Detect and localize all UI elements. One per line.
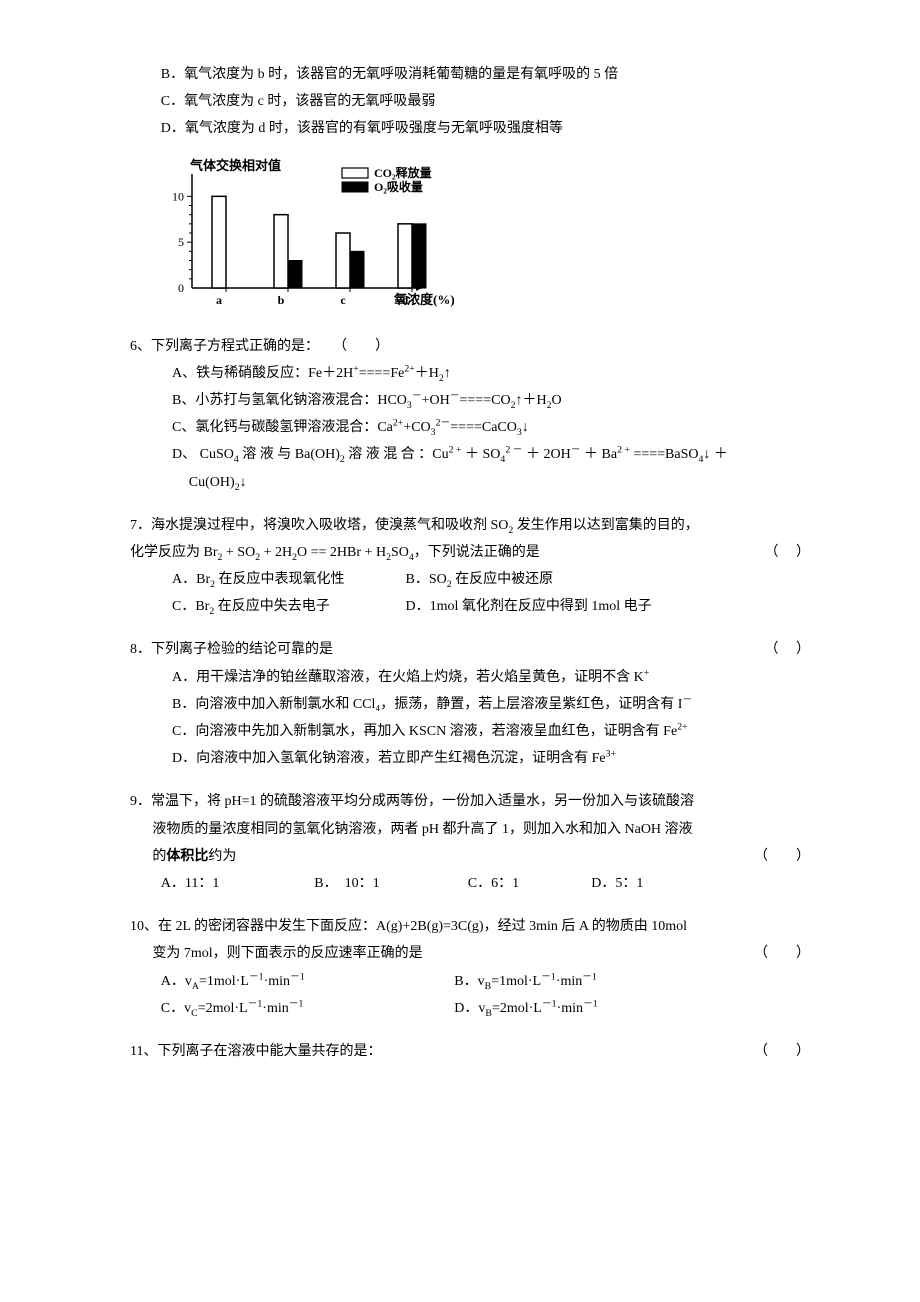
q6-option-a: A、铁与稀硝酸反应：Fe＋2H+====Fe2+＋H2↑ <box>130 361 810 386</box>
q10-options-row1: A．vA=1mol·L－1·min－1 B．vB=1mol·L－1·min－1 <box>130 969 810 994</box>
q11-paren: （ ） <box>754 1039 810 1064</box>
svg-text:5: 5 <box>178 235 184 249</box>
q10-line2: 变为 7mol，则下面表示的反应速率正确的是 （ ） <box>130 941 810 966</box>
q7-stem-line2: 化学反应为 Br2 + SO2 + 2H2O == 2HBr + H2SO4，下… <box>130 540 810 565</box>
svg-text:氧浓度(%): 氧浓度(%) <box>393 292 454 307</box>
q9-line3: 的体积比约为 （ ） <box>130 844 810 869</box>
q8-paren: （ ） <box>765 637 811 662</box>
q6-option-d-line2: Cu(OH)2↓ <box>130 470 810 495</box>
svg-text:10: 10 <box>172 189 184 203</box>
q7-options-row2: C．Br2 在反应中失去电子 D．1mol 氧化剂在反应中得到 1mol 电子 <box>130 594 810 619</box>
q9-line1: 9．常温下，将 pH=1 的硫酸溶液平均分成两等份，一份加入适量水，另一份加入与… <box>130 789 810 814</box>
q10-line1: 10、在 2L 的密闭容器中发生下面反应：A(g)+2B(g)=3C(g)，经过… <box>130 914 810 939</box>
svg-text:c: c <box>340 293 346 307</box>
svg-text:O₂吸收量: O₂吸收量 <box>374 179 423 194</box>
q10-paren: （ ） <box>754 941 810 966</box>
q8-option-c: C．向溶液中先加入新制氯水，再加入 KSCN 溶液，若溶液呈血红色，证明含有 F… <box>130 719 810 744</box>
q9-paren: （ ） <box>754 844 810 869</box>
q9-line2: 液物质的量浓度相同的氢氧化钠溶液，两者 pH 都升高了 1，则加入水和加入 Na… <box>130 817 810 842</box>
q6-option-d-line1: D、 CuSO4 溶 液 与 Ba(OH)2 溶 液 混 合 ：Cu2 + ＋ … <box>130 442 810 467</box>
q5-option-d: D．氧气浓度为 d 时，该器官的有氧呼吸强度与无氧呼吸强度相等 <box>130 116 810 141</box>
svg-text:气体交换相对值: 气体交换相对值 <box>190 158 281 173</box>
svg-text:a: a <box>216 293 222 307</box>
q8-option-a: A．用干燥洁净的铂丝蘸取溶液，在火焰上灼烧，若火焰呈黄色，证明不含 K+ <box>130 665 810 690</box>
q8-option-d: D．向溶液中加入氢氧化钠溶液，若立即产生红褐色沉淀，证明含有 Fe3+ <box>130 746 810 771</box>
gas-exchange-chart: 气体交换相对值5100abcd氧浓度(%)CO₂释放量O₂吸收量 <box>154 156 810 316</box>
q9-options: A．11：1 B． 10：1 C．6：1 D．5：1 <box>130 871 810 896</box>
q6-option-c: C、氯化钙与碳酸氢钾溶液混合：Ca2++CO32－====CaCO3↓ <box>130 415 810 440</box>
q5-option-b: B．氧气浓度为 b 时，该器官的无氧呼吸消耗葡萄糖的量是有氧呼吸的 5 倍 <box>130 62 810 87</box>
q10-options-row2: C．vC=2mol·L－1·min－1 D．vB=2mol·L－1·min－1 <box>130 996 810 1021</box>
q7-paren: （ ） <box>765 540 811 565</box>
svg-text:b: b <box>278 293 285 307</box>
chart-svg: 气体交换相对值5100abcd氧浓度(%)CO₂释放量O₂吸收量 <box>154 156 454 316</box>
q5-option-c: C．氧气浓度为 c 时，该器官的无氧呼吸最弱 <box>130 89 810 114</box>
svg-text:CO₂释放量: CO₂释放量 <box>374 165 432 180</box>
q8-stem: 8．下列离子检验的结论可靠的是 （ ） <box>130 637 810 662</box>
svg-text:0: 0 <box>178 281 184 295</box>
q11-stem: 11、下列离子在溶液中能大量共存的是： （ ） <box>130 1039 810 1064</box>
q6-stem: 6、下列离子方程式正确的是： （ ） <box>130 334 810 359</box>
q8-option-b: B．向溶液中加入新制氯水和 CCl₄，振荡，静置，若上层溶液呈紫红色，证明含有 … <box>130 692 810 717</box>
q7-options-row1: A．Br2 在反应中表现氧化性 B．SO2 在反应中被还原 <box>130 567 810 592</box>
q6-option-b: B、小苏打与氢氧化钠溶液混合：HCO3－+OH－====CO2↑＋H2O <box>130 388 810 413</box>
q7-stem-line1: 7．海水提溴过程中，将溴吹入吸收塔，使溴蒸气和吸收剂 SO2 发生作用以达到富集… <box>130 513 810 538</box>
